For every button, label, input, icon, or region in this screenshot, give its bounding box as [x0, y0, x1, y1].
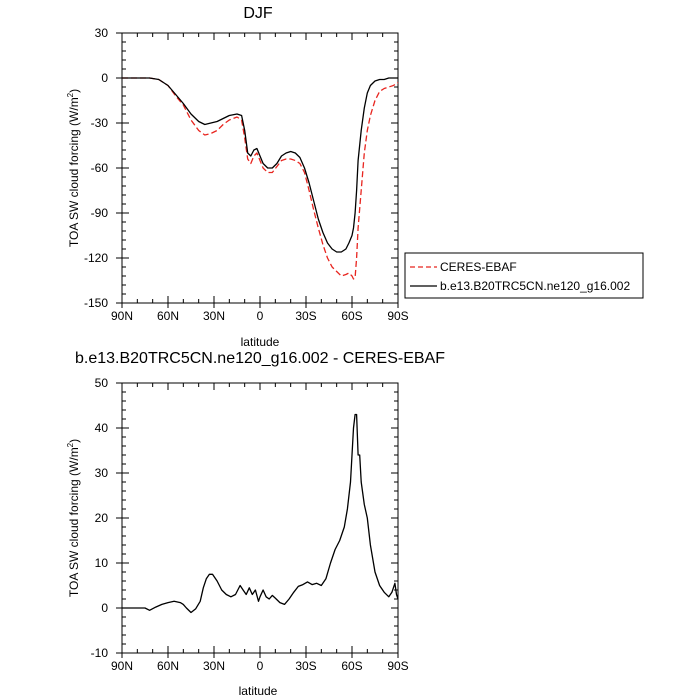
y-tick-label: -90 [91, 206, 109, 220]
series-lines [122, 77, 399, 280]
x-tick-label: 0 [257, 659, 264, 673]
y-tick-label: -120 [84, 251, 108, 265]
y-tick-label: -150 [84, 296, 108, 310]
y-tick-label: -10 [91, 646, 109, 660]
legend-label-ceres: CERES-EBAF [440, 260, 517, 274]
x-tick-label: 0 [257, 309, 264, 323]
x-tick-label: 30S [295, 309, 316, 323]
series-line-difference [122, 413, 399, 614]
series-line-ceres-ebaf [122, 77, 399, 280]
y-tick-label: 20 [95, 511, 109, 525]
y-axis-label: TOA SW cloud forcing (W/m2) [66, 89, 81, 247]
x-tick-label: 60N [157, 309, 179, 323]
y-tick-label: 0 [101, 601, 108, 615]
x-tick-label: 30N [203, 309, 225, 323]
y-tick-label: 30 [95, 26, 109, 40]
y-tick-label: 30 [95, 466, 109, 480]
x-tick-label: 90S [387, 309, 408, 323]
bottom-chart: b.e13.B20TRC5CN.ne120_g16.002 - CERES-EB… [66, 350, 445, 698]
y-tick-label: 50 [95, 376, 109, 390]
series-lines [122, 413, 399, 614]
chart-title: b.e13.B20TRC5CN.ne120_g16.002 - CERES-EB… [75, 350, 445, 367]
chart-title: DJF [243, 5, 273, 22]
legend-label-model: b.e13.B20TRC5CN.ne120_g16.002 [440, 279, 630, 293]
y-axis-label: TOA SW cloud forcing (W/m2) [66, 439, 81, 597]
x-tick-label: 60S [341, 659, 362, 673]
top-chart: DJF 90N 60N 30N 0 30S 60S 90S 30 0 -30 -60 -90 -120 -… [66, 5, 644, 349]
x-tick-label: 90N [111, 659, 133, 673]
y-tick-label: -30 [91, 116, 109, 130]
legend: CERES-EBAF b.e13.B20TRC5CN.ne120_g16.002 [404, 252, 644, 299]
x-tick-label: 90N [111, 309, 133, 323]
x-tick-label: 30S [295, 659, 316, 673]
y-tick-label: 40 [95, 421, 109, 435]
y-tick-label: -60 [91, 161, 109, 175]
y-tick-label: 10 [95, 556, 109, 570]
legend-box [404, 252, 644, 299]
x-axis-label: latitude [239, 684, 278, 698]
x-tick-label: 60N [157, 659, 179, 673]
x-tick-label: 60S [341, 309, 362, 323]
x-tick-label: 90S [387, 659, 408, 673]
x-axis-label: latitude [241, 335, 280, 349]
y-tick-label: 0 [101, 71, 108, 85]
x-tick-label: 30N [203, 659, 225, 673]
series-line-model [122, 77, 398, 253]
